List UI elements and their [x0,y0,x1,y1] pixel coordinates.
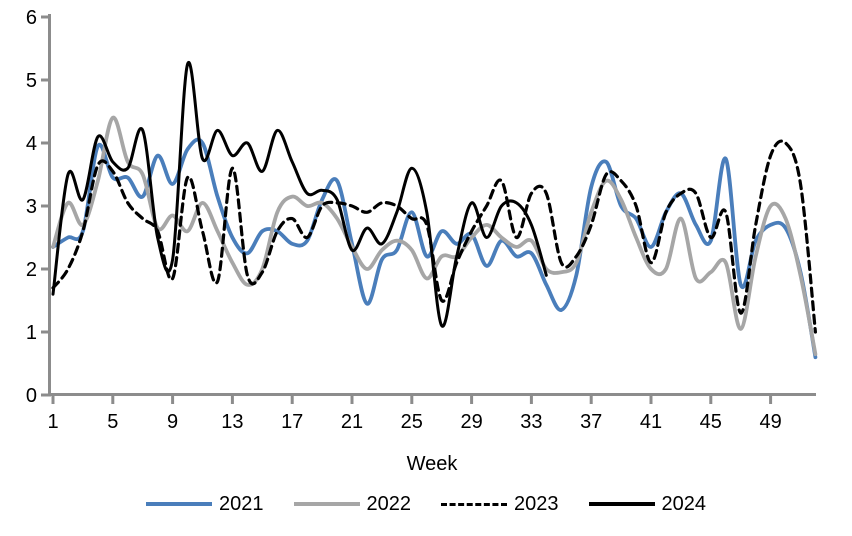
legend-item-2022: 2022 [293,493,412,515]
legend-line-sample-2022 [293,502,360,506]
legend-item-2021: 2021 [146,494,264,514]
x-axis-title: Week [406,453,458,475]
x-tick-label: 41 [640,411,662,433]
y-tick-label: 1 [26,322,37,344]
legend-label: 2022 [366,493,412,515]
legend-label: 2021 [219,493,264,515]
y-tick-label: 2 [26,259,37,281]
y-tick-label: 4 [26,133,37,155]
y-tick-label: 5 [26,70,37,92]
y-tick-label: 3 [26,196,37,218]
x-tick-label: 17 [281,411,303,433]
legend-item-2023: 2023 [441,494,559,514]
y-tick-label: 0 [26,385,37,407]
x-tick-label: 25 [401,411,423,433]
x-tick-label: 49 [759,411,781,433]
legend-item-2024: 2024 [588,493,707,515]
x-tick-label: 45 [700,411,722,433]
x-tick-label: 13 [221,411,243,433]
legend-line-sample-2023 [441,502,507,506]
legend-line-sample-2024 [588,502,655,506]
x-tick-label: 29 [460,411,482,433]
x-tick-label: 21 [341,411,363,433]
x-tick-label: 33 [520,411,542,433]
x-tick-label: 9 [167,411,178,433]
x-tick-label: 1 [47,411,58,433]
x-tick-label: 5 [107,411,118,433]
legend-label: 2024 [661,493,707,515]
legend-line-sample-2021 [146,502,212,506]
x-tick-label: 37 [580,411,602,433]
legend: 2021 2022 2023 2024 [0,494,852,514]
series-line-2021 [51,137,818,360]
y-tick-label: 6 [26,7,37,29]
legend-label: 2023 [514,493,559,515]
series-line-2024 [51,60,548,328]
